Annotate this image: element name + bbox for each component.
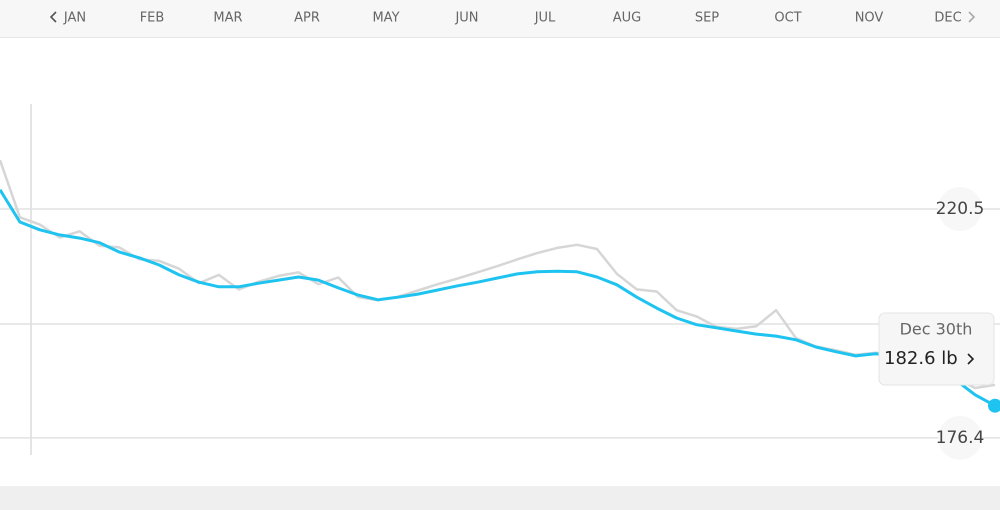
tooltip-box[interactable] xyxy=(878,312,995,386)
plot: 176.4 220.5 xyxy=(0,104,1000,460)
month-label: SEP xyxy=(695,11,719,26)
month-label: MAR xyxy=(213,11,242,26)
series-line xyxy=(0,189,996,408)
month-label: FEB xyxy=(140,11,165,26)
month-label: OCT xyxy=(774,11,801,26)
footer-band xyxy=(0,486,1000,510)
month-label: DEC xyxy=(934,11,961,26)
month-label: MAY xyxy=(372,11,399,26)
month-label: JUL xyxy=(534,11,556,26)
end-point xyxy=(988,398,1000,413)
next-arrow[interactable] xyxy=(968,11,976,23)
y-tick-label: 176.4 xyxy=(936,428,985,448)
tick-label-bg xyxy=(938,415,982,460)
month-label: AUG xyxy=(613,11,641,26)
month-label: APR xyxy=(294,11,320,26)
month-label: NOV xyxy=(855,11,884,26)
tooltip-arrow xyxy=(967,353,975,365)
month-label: JUN xyxy=(454,11,478,26)
month-label: JAN xyxy=(63,11,86,26)
y-tick-label: 220.5 xyxy=(936,199,985,219)
tooltip[interactable]: Dec 30th 182.6 lb xyxy=(878,312,995,386)
month-labels: JAN FEB MAR APR MAY JUN JUL AUG SEP OCT NOV DEC xyxy=(63,11,962,26)
month-nav-bar xyxy=(0,0,1000,37)
tick-label-bg xyxy=(938,186,982,231)
tooltip-date: Dec 30th xyxy=(900,320,973,339)
tooltip-value: 182.6 lb xyxy=(884,348,958,369)
prev-arrow[interactable] xyxy=(49,11,57,23)
